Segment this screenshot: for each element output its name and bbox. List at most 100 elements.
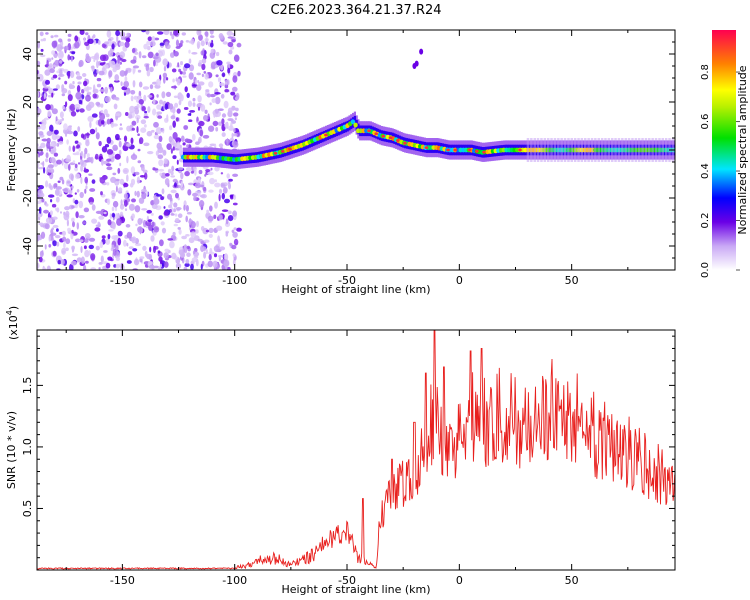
noise-dot xyxy=(74,192,77,195)
noise-dot xyxy=(224,198,230,204)
noise-dot xyxy=(171,68,177,73)
spectrogram-x-label: Height of straight line (km) xyxy=(281,283,430,296)
noise-dot xyxy=(153,134,160,140)
noise-dot xyxy=(223,100,229,109)
noise-dot xyxy=(126,143,132,147)
noise-dot xyxy=(76,151,80,156)
noise-dot xyxy=(177,213,183,218)
noise-dot xyxy=(182,251,185,258)
ridge-peak xyxy=(482,150,486,154)
noise-dot xyxy=(194,182,201,189)
noise-dot xyxy=(163,76,166,84)
noise-dot xyxy=(37,234,40,242)
noise-dot xyxy=(84,133,91,136)
noise-dot xyxy=(141,188,147,193)
noise-dot xyxy=(57,180,61,183)
noise-dot xyxy=(178,147,184,152)
noise-dot xyxy=(221,118,225,125)
ridge-fringe xyxy=(641,138,644,162)
noise-dot xyxy=(75,211,79,219)
noise-dot xyxy=(221,209,229,212)
noise-dot xyxy=(71,185,74,189)
noise-dot xyxy=(87,115,94,122)
ridge-peak xyxy=(467,148,472,152)
noise-dot xyxy=(232,75,238,83)
noise-dot xyxy=(119,203,125,210)
noise-dot xyxy=(66,194,73,198)
noise-dot xyxy=(227,107,233,114)
noise-dot xyxy=(37,60,41,66)
noise-dot xyxy=(208,253,212,261)
noise-dot xyxy=(53,88,58,91)
noise-dot xyxy=(188,72,194,80)
noise-dot xyxy=(171,252,177,260)
ridge-fringe xyxy=(661,138,664,162)
noise-dot xyxy=(149,246,152,253)
ridge-fringe xyxy=(627,138,631,162)
noise-dot xyxy=(40,231,46,239)
noise-dot xyxy=(204,174,207,177)
noise-dot xyxy=(231,229,235,233)
noise-dot xyxy=(63,45,69,51)
noise-dot xyxy=(202,246,207,252)
noise-dot xyxy=(154,37,160,41)
noise-dot xyxy=(41,198,45,203)
noise-dot xyxy=(192,133,196,141)
noise-dot xyxy=(156,78,162,86)
x-tick-label: 50 xyxy=(565,574,579,587)
noise-dot xyxy=(153,59,156,67)
noise-dot xyxy=(94,227,101,232)
noise-dot xyxy=(226,173,230,179)
noise-dot xyxy=(202,227,209,235)
noise-dot xyxy=(135,223,138,227)
noise-dot xyxy=(170,136,174,141)
x-tick-label: 50 xyxy=(565,274,579,287)
noise-dot xyxy=(71,217,75,222)
noise-dot xyxy=(98,267,101,270)
noise-dot xyxy=(106,149,114,155)
ridge-fringe xyxy=(594,138,597,162)
noise-dot xyxy=(160,196,165,201)
noise-dot xyxy=(153,198,160,205)
noise-dot xyxy=(172,155,177,160)
noise-dot xyxy=(125,224,131,228)
noise-dot xyxy=(161,91,166,99)
noise-dot xyxy=(111,206,115,212)
noise-dot xyxy=(227,41,234,48)
noise-dot xyxy=(183,204,186,211)
noise-dot xyxy=(130,215,133,220)
noise-dot xyxy=(184,248,188,254)
noise-dot xyxy=(175,207,182,211)
noise-dot xyxy=(169,125,173,131)
noise-dot xyxy=(130,90,136,95)
noise-dot xyxy=(217,235,221,242)
noise-dot xyxy=(163,65,167,72)
noise-dot xyxy=(174,102,179,108)
ridge-fringe xyxy=(611,138,614,162)
noise-dot xyxy=(231,132,234,139)
noise-dot xyxy=(171,85,178,89)
noise-dot xyxy=(76,189,80,193)
noise-dot xyxy=(219,246,226,251)
noise-dot xyxy=(54,34,59,38)
noise-dot xyxy=(126,260,132,264)
noise-dot xyxy=(70,174,74,182)
noise-dot xyxy=(83,152,86,159)
noise-dot xyxy=(40,142,46,148)
noise-dot xyxy=(232,253,236,257)
noise-dot xyxy=(184,86,188,93)
noise-dot xyxy=(99,112,106,121)
noise-dot xyxy=(221,113,227,118)
noise-dot xyxy=(173,208,177,213)
noise-dot xyxy=(63,123,68,131)
noise-dot xyxy=(134,107,139,115)
y-tick-label: 40 xyxy=(21,47,34,61)
noise-dot xyxy=(45,32,49,35)
noise-dot xyxy=(225,231,229,237)
noise-dot xyxy=(57,260,62,265)
noise-dot xyxy=(227,210,232,215)
noise-dot xyxy=(94,153,99,160)
noise-dot xyxy=(95,210,102,214)
noise-dot xyxy=(45,203,49,207)
colorbar-tick-label: 0.2 xyxy=(700,213,711,229)
